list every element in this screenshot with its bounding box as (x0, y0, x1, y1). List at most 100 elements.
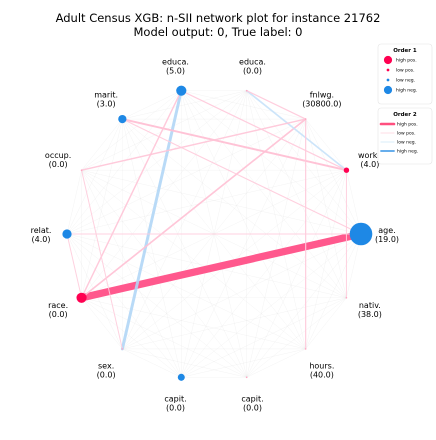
background-edge (181, 233, 362, 378)
legend-order2: Order 2 high pos. low pos. low neg. high ne… (377, 107, 433, 165)
interaction-edge-marit-age (121, 118, 362, 235)
node-value-hours: (40.0) (310, 370, 334, 379)
background-edge (81, 170, 306, 350)
legend-order2-title: Order 2 (393, 112, 417, 118)
background-edge (246, 348, 306, 378)
node-label-race: race. (48, 301, 68, 310)
background-edge (66, 118, 123, 235)
background-edge (66, 233, 247, 378)
node-educa2 (176, 85, 187, 96)
node-label-capit2: capit. (241, 395, 263, 404)
node-relat (62, 229, 72, 239)
interaction-edge-sex-occup (81, 169, 123, 350)
background-edge (66, 118, 306, 235)
background-edge (305, 119, 347, 298)
background-edge (181, 170, 347, 378)
background-edge (66, 90, 182, 235)
node-label-marit: marit. (94, 91, 118, 100)
node-value-race: (0.0) (49, 310, 68, 319)
node-value-educa2: (5.0) (166, 66, 185, 75)
background-edge (181, 90, 306, 120)
node-sex (121, 348, 124, 350)
node-value-sex: (0.0) (97, 370, 116, 379)
node-value-relat: (4.0) (32, 235, 51, 244)
node-capit2 (245, 376, 248, 379)
background-edge (81, 297, 306, 350)
background-edge (81, 170, 362, 235)
background-edge (66, 90, 247, 235)
chart-subtitle: Model output: 0, True label: 0 (133, 25, 302, 39)
background-edge (246, 90, 306, 349)
legend-order1-marker (383, 55, 393, 65)
interaction-edge-educa1-fnlwg (246, 90, 307, 120)
chart-title: Adult Census XGB: n-SII network plot for… (56, 11, 381, 25)
background-edge (81, 297, 123, 350)
node-capit1 (177, 373, 185, 381)
node-label-fnlwg: fnlwg. (310, 91, 334, 100)
interaction-edge-race-age (77, 230, 365, 302)
legend-order2-label: low pos. (397, 131, 416, 137)
background-edge (181, 348, 306, 378)
node-value-age: (19.0) (375, 235, 399, 244)
background-edge (122, 118, 247, 378)
background-edge (81, 90, 247, 298)
background-edge (122, 119, 182, 378)
background-edge (246, 170, 347, 378)
background-edge (81, 297, 182, 378)
node-label-hours: hours. (309, 361, 334, 370)
interaction-edge-educa2-sex (120, 89, 183, 351)
legend-order1-label: high neg. (396, 88, 417, 94)
background-edge (246, 297, 347, 378)
background-edge (81, 90, 247, 171)
background-edge (305, 118, 362, 235)
node-label-occup: occup. (45, 151, 71, 160)
legend-order1-title: Order 1 (393, 48, 417, 54)
background-edge (305, 118, 347, 171)
background-edge (122, 90, 182, 120)
node-workc (343, 167, 350, 173)
node-race (76, 292, 87, 303)
node-label-nativ: nativ. (359, 301, 381, 310)
node-hours (304, 348, 307, 350)
node-educa1 (245, 89, 248, 92)
interaction-edge-race-fnlwg (80, 118, 307, 299)
legend-order2-label: high neg. (397, 149, 418, 155)
interaction-edge-educa2-race (80, 89, 183, 299)
background-edge (81, 118, 123, 171)
node-value-capit1: (0.0) (166, 404, 185, 413)
interaction-edge-educa2-workc (180, 90, 348, 171)
legend-order1-label: low neg. (396, 78, 415, 84)
background-edge (122, 90, 247, 120)
background-edge (122, 348, 247, 378)
background-edge (66, 233, 306, 350)
node-label-educa1: educa. (239, 57, 266, 66)
background-edge (122, 90, 247, 350)
background-edge (246, 90, 347, 298)
background-edge (81, 170, 247, 378)
background-edge (181, 118, 306, 378)
legend-order2-label: low neg. (397, 140, 416, 146)
legend-order1: Order 1 high pos. low pos. low neg. high ne… (377, 43, 433, 105)
background-edge (305, 297, 347, 350)
background-edge (181, 90, 347, 298)
background-edge (181, 297, 347, 378)
background-edge (81, 119, 123, 298)
background-edge (246, 119, 306, 378)
node-occup (80, 169, 83, 172)
node-label-educa2: educa. (162, 57, 189, 66)
node-value-fnlwg: (30800.0) (302, 100, 341, 109)
legend-order1-marker (386, 78, 390, 82)
background-edge (246, 233, 362, 378)
legend-order1-marker (386, 68, 390, 72)
background-edge (66, 170, 347, 235)
background-edge (81, 297, 247, 378)
node-value-occup: (0.0) (49, 160, 68, 169)
node-value-marit: (3.0) (97, 100, 116, 109)
node-value-educa1: (0.0) (243, 66, 262, 75)
background-edge (305, 170, 347, 349)
interaction-edges (66, 89, 365, 378)
node-value-capit2: (0.0) (243, 404, 262, 413)
interaction-edge-marit-workc (121, 118, 348, 172)
